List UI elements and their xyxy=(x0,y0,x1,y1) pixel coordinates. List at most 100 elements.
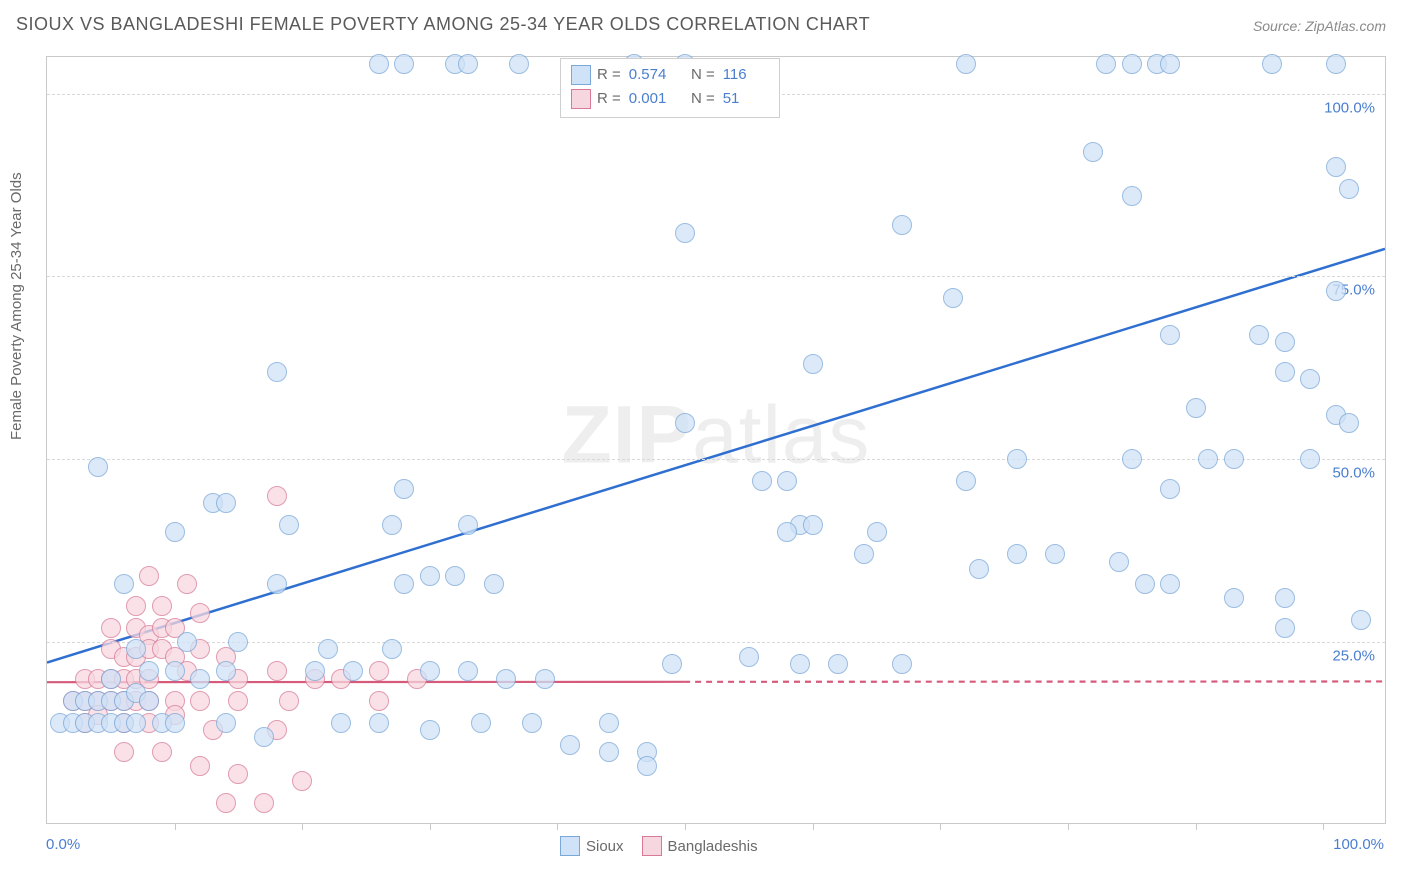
point-sioux xyxy=(267,362,287,382)
grid-line xyxy=(47,276,1385,277)
point-sioux xyxy=(777,471,797,491)
point-sioux xyxy=(382,639,402,659)
point-bangladeshis xyxy=(369,691,389,711)
grid-line xyxy=(47,459,1385,460)
point-sioux xyxy=(1339,179,1359,199)
point-sioux xyxy=(382,515,402,535)
point-sioux xyxy=(867,522,887,542)
point-sioux xyxy=(496,669,516,689)
point-bangladeshis xyxy=(190,603,210,623)
point-sioux xyxy=(790,654,810,674)
point-sioux xyxy=(1249,325,1269,345)
point-sioux xyxy=(139,691,159,711)
point-sioux xyxy=(88,457,108,477)
point-sioux xyxy=(165,661,185,681)
scatter-plot: ZIPatlas 25.0%50.0%75.0%100.0% xyxy=(46,56,1386,824)
point-sioux xyxy=(458,661,478,681)
point-bangladeshis xyxy=(267,661,287,681)
point-bangladeshis xyxy=(152,742,172,762)
point-sioux xyxy=(1351,610,1371,630)
point-sioux xyxy=(535,669,555,689)
legend-item-bangladeshis: Bangladeshis xyxy=(642,836,758,856)
trend-lines xyxy=(47,57,1385,823)
n-value-sioux: 116 xyxy=(723,63,769,87)
x-tick xyxy=(430,823,431,830)
point-sioux xyxy=(114,574,134,594)
point-sioux xyxy=(228,632,248,652)
watermark: ZIPatlas xyxy=(562,388,871,482)
swatch-bangladeshis xyxy=(571,89,591,109)
point-sioux xyxy=(1275,588,1295,608)
point-bangladeshis xyxy=(190,756,210,776)
point-sioux xyxy=(1122,449,1142,469)
point-sioux xyxy=(165,522,185,542)
point-sioux xyxy=(1109,552,1129,572)
legend-item-sioux: Sioux xyxy=(560,836,624,856)
n-label: N = xyxy=(691,87,715,111)
point-sioux xyxy=(956,54,976,74)
r-label: R = xyxy=(597,87,621,111)
chart-title: SIOUX VS BANGLADESHI FEMALE POVERTY AMON… xyxy=(16,14,870,35)
x-tick xyxy=(1323,823,1324,830)
y-tick-label: 50.0% xyxy=(1332,465,1375,482)
swatch-sioux xyxy=(571,65,591,85)
point-sioux xyxy=(369,54,389,74)
r-value-sioux: 0.574 xyxy=(629,63,675,87)
x-axis-max-label: 100.0% xyxy=(1333,836,1384,853)
point-sioux xyxy=(1083,142,1103,162)
point-bangladeshis xyxy=(114,742,134,762)
point-sioux xyxy=(1300,449,1320,469)
point-bangladeshis xyxy=(101,618,121,638)
point-bangladeshis xyxy=(254,793,274,813)
point-sioux xyxy=(484,574,504,594)
point-sioux xyxy=(216,713,236,733)
point-sioux xyxy=(675,413,695,433)
point-bangladeshis xyxy=(369,661,389,681)
x-tick xyxy=(557,823,558,830)
point-bangladeshis xyxy=(279,691,299,711)
point-sioux xyxy=(1007,449,1027,469)
point-sioux xyxy=(560,735,580,755)
point-sioux xyxy=(471,713,491,733)
point-sioux xyxy=(662,654,682,674)
point-sioux xyxy=(828,654,848,674)
point-sioux xyxy=(675,223,695,243)
point-sioux xyxy=(943,288,963,308)
point-bangladeshis xyxy=(190,691,210,711)
point-sioux xyxy=(126,639,146,659)
point-sioux xyxy=(267,574,287,594)
x-tick xyxy=(302,823,303,830)
point-bangladeshis xyxy=(216,793,236,813)
point-sioux xyxy=(394,574,414,594)
point-sioux xyxy=(394,54,414,74)
point-sioux xyxy=(101,669,121,689)
legend-series: Sioux Bangladeshis xyxy=(560,836,758,856)
point-sioux xyxy=(1326,281,1346,301)
point-sioux xyxy=(1275,618,1295,638)
legend-label-sioux: Sioux xyxy=(586,838,624,855)
x-tick xyxy=(813,823,814,830)
point-sioux xyxy=(190,669,210,689)
legend-label-bangladeshis: Bangladeshis xyxy=(668,838,758,855)
point-bangladeshis xyxy=(139,566,159,586)
x-tick xyxy=(1196,823,1197,830)
point-sioux xyxy=(216,661,236,681)
legend-row-sioux: R = 0.574 N = 116 xyxy=(571,63,769,87)
point-sioux xyxy=(1224,449,1244,469)
point-sioux xyxy=(752,471,772,491)
point-sioux xyxy=(305,661,325,681)
point-sioux xyxy=(522,713,542,733)
point-sioux xyxy=(739,647,759,667)
point-bangladeshis xyxy=(126,596,146,616)
x-axis-min-label: 0.0% xyxy=(46,836,80,853)
point-sioux xyxy=(969,559,989,579)
x-tick xyxy=(685,823,686,830)
point-bangladeshis xyxy=(292,771,312,791)
point-sioux xyxy=(1122,186,1142,206)
point-sioux xyxy=(803,354,823,374)
point-sioux xyxy=(139,661,159,681)
x-tick xyxy=(1068,823,1069,830)
point-sioux xyxy=(318,639,338,659)
point-sioux xyxy=(892,654,912,674)
legend-row-bangladeshis: R = 0.001 N = 51 xyxy=(571,87,769,111)
